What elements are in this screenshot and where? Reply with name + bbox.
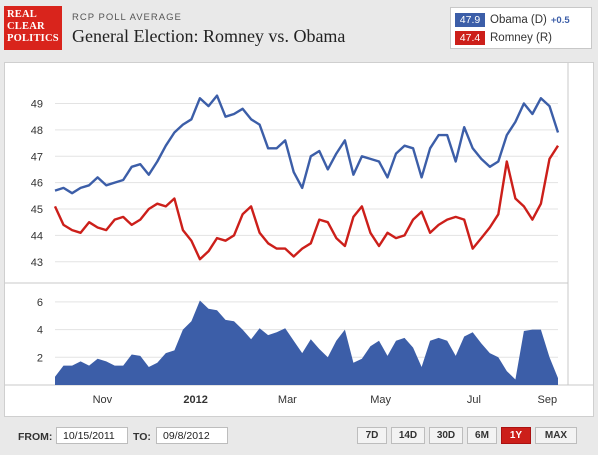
range-button-1y[interactable]: 1Y	[501, 427, 531, 444]
series-line-romney-r	[53, 145, 560, 261]
x-tick-label: Sep	[538, 394, 558, 406]
from-label: FROM:	[18, 431, 53, 443]
logo-line-3: POLITICS	[7, 33, 59, 44]
y-tick-label: 4	[37, 325, 43, 337]
chart-kicker: RCP POLL AVERAGE	[72, 12, 182, 23]
rcp-logo[interactable]: REAL CLEAR POLITICS	[4, 6, 62, 50]
obama-change-label: +0.5	[550, 14, 570, 26]
legend-item-obama: 47.9 Obama (D) +0.5	[455, 12, 570, 28]
range-button-30d[interactable]: 30D	[429, 427, 463, 444]
to-date-input[interactable]: 09/8/2012	[156, 427, 228, 444]
logo-line-1: REAL	[7, 9, 37, 20]
y-tick-label: 49	[31, 98, 43, 110]
date-range-bar: FROM: 10/15/2011 TO: 09/8/2012 7D 14D 30…	[0, 418, 598, 455]
y-tick-label: 6	[37, 297, 43, 309]
from-date-input[interactable]: 10/15/2011	[56, 427, 128, 444]
x-tick-label: Nov	[93, 394, 113, 406]
to-label: TO:	[133, 431, 151, 443]
obama-value-badge: 47.9	[455, 13, 485, 27]
logo-line-2: CLEAR	[7, 21, 45, 32]
y-tick-label: 48	[31, 125, 43, 137]
y-tick-label: 2	[37, 352, 43, 364]
x-tick-label: Jul	[467, 394, 481, 406]
x-tick-label: 2012	[183, 394, 207, 406]
y-tick-label: 46	[31, 178, 43, 190]
legend-item-romney: 47.4 Romney (R)	[455, 30, 552, 46]
romney-value-badge: 47.4	[455, 31, 485, 45]
chart-title: General Election: Romney vs. Obama	[72, 26, 346, 46]
romney-legend-label: Romney (R)	[490, 32, 552, 44]
y-tick-label: 47	[31, 151, 43, 163]
obama-legend-label: Obama (D)	[490, 14, 547, 26]
x-tick-label: May	[370, 394, 391, 406]
chart-panel: 43 44 45 46 47 48 49 2 4 6 Nov 2012 Mar May Jul Sep	[4, 62, 594, 417]
legend-box: 47.9 Obama (D) +0.5 47.4 Romney (R)	[450, 7, 592, 49]
spread-area	[55, 300, 558, 385]
range-button-6m[interactable]: 6M	[467, 427, 497, 444]
y-tick-label: 45	[31, 204, 43, 216]
range-button-7d[interactable]: 7D	[357, 427, 387, 444]
series-line-obama-d	[54, 94, 560, 195]
x-tick-label: Mar	[278, 394, 297, 406]
range-button-max[interactable]: MAX	[535, 427, 577, 444]
y-tick-label: 44	[31, 230, 43, 242]
y-tick-label: 43	[31, 257, 43, 269]
range-button-14d[interactable]: 14D	[391, 427, 425, 444]
